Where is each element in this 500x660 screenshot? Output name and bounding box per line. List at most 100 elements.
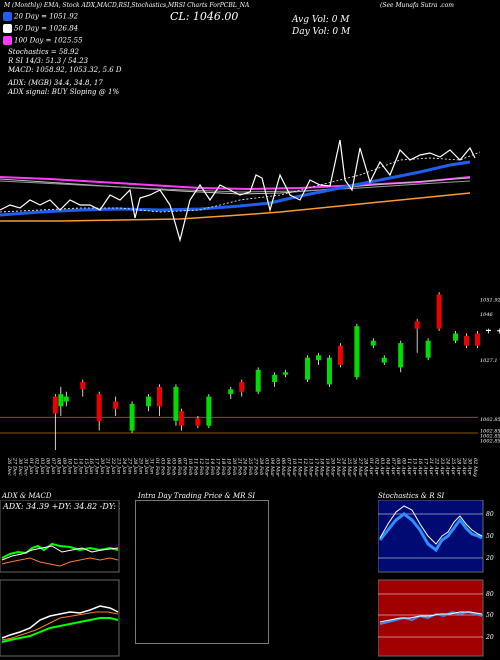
x-tick-label: 17 Jan	[94, 458, 100, 474]
x-tick-label: 24 Apr	[445, 457, 451, 476]
x-tick-label: 01 Jan	[28, 458, 34, 474]
candle	[414, 321, 420, 329]
x-tick-label: 03 Mar	[264, 458, 270, 477]
x-tick-label: 10 Jan	[66, 458, 72, 474]
x-tick-label: 19 Feb	[225, 458, 231, 475]
x-tick-label: 31 Dec	[22, 458, 28, 476]
x-tick-label: 13 Jan	[72, 458, 78, 474]
stoch-tick-80: 80	[486, 511, 494, 518]
candle	[326, 357, 332, 385]
x-tick-label: 13 Feb	[203, 458, 209, 475]
macd-line	[1, 605, 119, 639]
legend-ema50: 50 Day = 1026.84	[3, 24, 78, 33]
candle	[272, 374, 278, 382]
adx-readout: ADX: (MGB) 34.4, 34.8, 17	[8, 79, 103, 87]
candle	[436, 294, 442, 329]
price-label: 1002.85	[480, 433, 500, 439]
stoch-tick-50: 50	[486, 533, 494, 540]
x-tick-label: 12 Mar	[302, 458, 308, 477]
x-tick-label: 03 Jan	[39, 458, 45, 474]
x-tick-label: 02 Jan	[33, 458, 39, 474]
ema200-line	[0, 192, 471, 222]
adx-macd-panel: ADX: 34.39 +DY: 34.82 -DY: 17	[0, 500, 120, 657]
x-tick-label: 09 Jan	[61, 458, 67, 474]
x-tick-label: 20 Mar	[329, 457, 335, 477]
adx-panel-title: ADX & MACD	[2, 492, 52, 500]
legend-ema100: 100 Day = 1025.55	[3, 36, 83, 45]
reference-lines	[0, 416, 478, 434]
candle	[178, 411, 184, 426]
x-tick-label: 08 Jan	[55, 458, 61, 474]
adx-plus-line	[1, 542, 119, 559]
x-tick-label: 04 Mar	[269, 458, 275, 477]
ema20-line	[0, 160, 471, 217]
candle	[58, 394, 64, 407]
x-tick-label: 17 Apr	[423, 458, 429, 476]
price-line	[0, 139, 476, 243]
x-tick-label: 04 Apr	[384, 458, 390, 476]
x-tick-label: 27 Jan	[127, 457, 133, 474]
x-tick-label: 25 Apr	[450, 457, 456, 476]
x-tick-label: 25 Mar	[346, 457, 352, 477]
x-tick-label: 26 Dec	[6, 457, 12, 476]
candle	[206, 396, 212, 426]
candle	[398, 343, 404, 368]
candle	[228, 389, 234, 395]
rsi-readout: R SI 14/3: 51.3 / 54.23	[8, 57, 89, 65]
x-tick-label: 29 Jan	[138, 457, 144, 474]
x-tick-label: 21 Feb	[236, 457, 242, 475]
x-tick-label: 21 Apr	[428, 457, 434, 476]
rsi-box	[378, 579, 484, 657]
rsi-tick-80: 80	[486, 591, 494, 598]
ema100-swatch-icon	[3, 36, 12, 45]
candle	[195, 418, 201, 426]
x-tick-label: 24 Mar	[340, 457, 346, 477]
x-tick-label: 16 Jan	[88, 458, 94, 474]
avg-volume-label: Avg Vol: 0 M	[292, 15, 350, 25]
x-tick-label: 21 Mar	[335, 457, 341, 477]
x-tick-label: 24 Jan	[121, 457, 127, 474]
price-label: 1027.1	[480, 358, 498, 364]
ema-dotted-line	[0, 151, 481, 213]
price-label: 1046	[480, 312, 494, 318]
x-tick-label: 01 Feb	[154, 458, 160, 475]
x-tick-label: 07 Feb	[181, 458, 187, 475]
x-tick-label: 26 Mar	[351, 457, 357, 477]
ema20-swatch-icon	[3, 12, 12, 21]
intraday-box	[135, 500, 269, 644]
x-tick-label: 20 Jan	[99, 457, 105, 474]
candle	[80, 382, 86, 390]
x-tick-label: 14 Feb	[209, 458, 215, 475]
x-tick-label: 10 Feb	[187, 458, 193, 475]
rsi-tick-20: 20	[485, 634, 494, 641]
x-tick-label: 07 Mar	[286, 458, 292, 477]
x-tick-label: 28 Apr	[456, 457, 462, 476]
candle	[370, 340, 376, 346]
candle	[283, 372, 289, 375]
chart-header-line: M (Monthly) EMA, Stock ADX,MACD,RSI,Stoc…	[4, 2, 250, 9]
x-tick-label: 28 Feb	[258, 457, 264, 475]
x-tick-label: 22 Apr	[434, 457, 440, 476]
price-label: 1002.85	[480, 429, 500, 435]
candle	[157, 386, 163, 407]
x-tick-label: 07 Jan	[50, 458, 56, 474]
x-tick-label: 05 Mar	[275, 458, 281, 477]
candle	[337, 345, 343, 365]
candle	[354, 326, 360, 378]
macd-hist-line	[1, 617, 119, 643]
x-tick-label: 27 Feb	[253, 457, 259, 475]
candle	[485, 329, 491, 331]
intra-panel-title: Intra Day Trading Price & MR SI	[138, 492, 256, 500]
intraday-panel	[135, 500, 269, 644]
x-tick-label: 30 Jan	[143, 458, 149, 474]
candle	[464, 335, 470, 346]
x-tick-label: 15 Jan	[83, 458, 89, 474]
stoch-k-line	[378, 512, 483, 553]
adx-signal-readout: ADX signal: BUY Sloping @ 1%	[8, 88, 120, 96]
candle	[63, 396, 69, 402]
x-tick-label: 28 Jan	[132, 457, 138, 474]
x-tick-label: 19 Mar	[324, 458, 330, 477]
x-tick-label: 06 Mar	[280, 458, 286, 477]
candle	[96, 394, 102, 421]
ema-lines	[0, 139, 481, 243]
